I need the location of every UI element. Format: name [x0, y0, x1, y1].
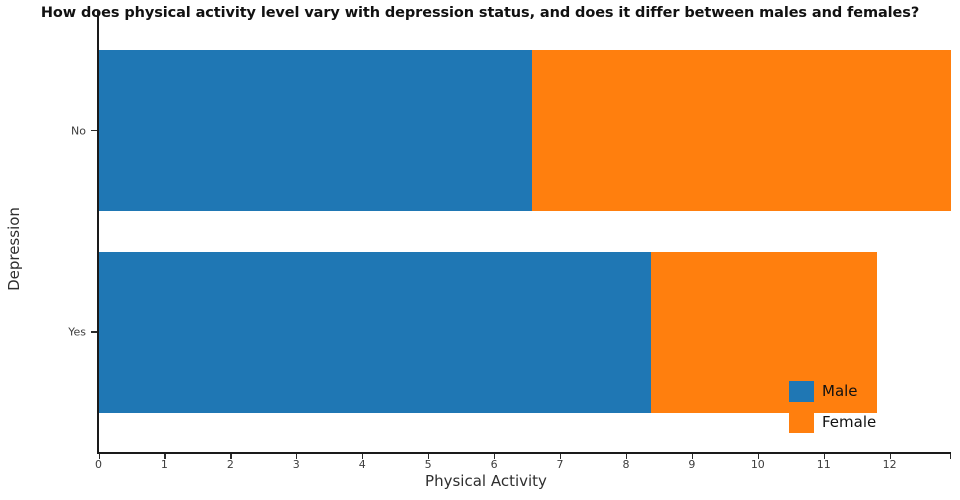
x-tick-label-10: 10 [750, 458, 765, 471]
x-tick-mark-3 [296, 453, 298, 459]
x-tick-label-8: 8 [622, 458, 630, 471]
x-tick-mark-1 [164, 453, 166, 459]
chart-title: How does physical activity level vary wi… [40, 5, 920, 21]
x-tick-mark-12 [889, 453, 891, 459]
y-tick-mark-yes [91, 331, 97, 333]
y-tick-mark-no [91, 129, 97, 132]
x-tick-mark-0 [98, 453, 100, 459]
y-tick-label-yes: Yes [68, 325, 86, 339]
x-axis-spine [97, 452, 951, 454]
x-tick-mark-6 [494, 453, 496, 459]
x-tick-label-3: 3 [292, 458, 300, 471]
x-tick-label-6: 6 [490, 458, 498, 471]
x-tick-mark-2 [230, 453, 232, 459]
x-tick-label-2: 2 [226, 458, 234, 471]
legend-label-male: Male [822, 382, 858, 400]
x-tick-mark-9 [691, 453, 694, 459]
bar-no-male [98, 50, 532, 211]
y-axis-label: Depression [5, 207, 23, 291]
x-tick-mark-5 [428, 453, 430, 459]
x-tick-label-7: 7 [556, 458, 564, 471]
x-axis-label: Physical Activity [425, 472, 547, 490]
legend-swatch-male-icon [789, 381, 814, 402]
x-tick-mark-11 [823, 453, 825, 459]
legend-item-male: Male [789, 381, 858, 402]
bar-yes-male [98, 251, 651, 413]
y-axis-spine [97, 10, 99, 452]
x-tick-label-11: 11 [816, 458, 831, 471]
legend-swatch-female-icon [789, 412, 814, 433]
x-tick-mark-10 [757, 453, 759, 459]
x-axis-end-tick [949, 453, 951, 459]
bar-no-female [531, 50, 951, 211]
legend-item-female: Female [789, 412, 876, 433]
x-tick-mark-4 [362, 453, 364, 459]
x-tick-label-4: 4 [358, 458, 366, 471]
x-tick-mark-7 [560, 453, 562, 459]
bar-yes-female [651, 251, 878, 413]
x-tick-mark-8 [625, 453, 628, 459]
x-tick-label-5: 5 [424, 458, 432, 471]
y-tick-label-no: No [71, 124, 86, 137]
x-tick-label-1: 1 [160, 458, 168, 471]
x-tick-label-9: 9 [688, 458, 696, 471]
legend-label-female: Female [822, 413, 877, 431]
x-tick-label-0: 0 [95, 458, 102, 471]
x-tick-label-12: 12 [882, 458, 897, 471]
